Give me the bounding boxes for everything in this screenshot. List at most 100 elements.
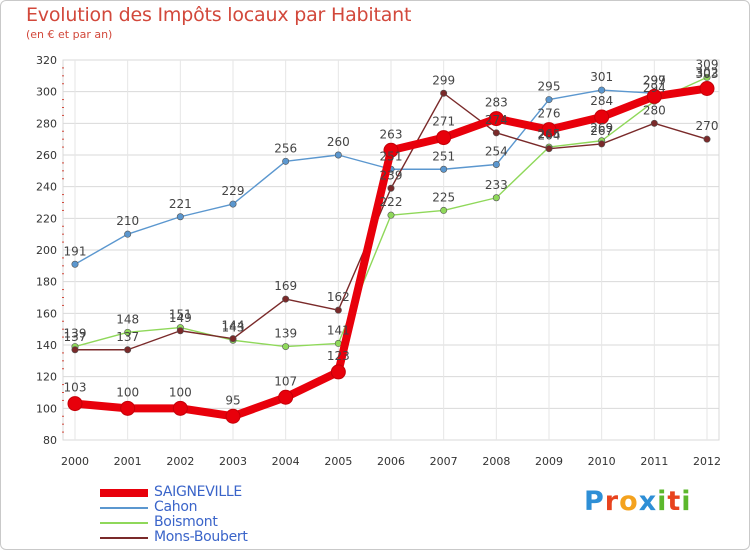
y-tick-label: 160 [36, 307, 57, 320]
data-point [330, 364, 346, 380]
data-label: 239 [380, 168, 403, 182]
data-point [225, 408, 241, 424]
logo-letter: i [681, 486, 692, 517]
data-point [229, 335, 237, 343]
data-label: 274 [485, 113, 508, 127]
data-label: 297 [643, 73, 666, 87]
data-point [703, 135, 711, 143]
data-point [436, 130, 452, 146]
logo-letter: t [667, 486, 682, 517]
data-point [71, 346, 79, 354]
y-tick-label: 220 [36, 212, 57, 225]
y-tick-label: 200 [36, 244, 57, 257]
y-tick-label: 100 [36, 402, 57, 415]
data-point [278, 389, 294, 405]
data-point [334, 306, 342, 314]
data-label: 260 [327, 135, 350, 149]
x-tick-label: 2004 [272, 455, 300, 468]
data-label: 251 [380, 149, 403, 163]
data-point [282, 343, 290, 351]
data-label: 143 [222, 320, 245, 334]
x-tick-label: 2007 [430, 455, 458, 468]
data-point [598, 140, 606, 148]
data-label: 162 [327, 290, 350, 304]
x-tick-label: 2008 [482, 455, 510, 468]
legend-swatch [100, 489, 148, 497]
data-label: 251 [432, 149, 455, 163]
data-point [545, 96, 553, 104]
data-label: 284 [590, 94, 613, 108]
y-tick-label: 280 [36, 117, 57, 130]
x-tick-label: 2006 [377, 455, 405, 468]
data-point [124, 230, 132, 238]
data-label: 137 [64, 330, 87, 344]
legend-swatch [100, 507, 148, 509]
chart-subtitle: (en € et par an) [26, 28, 113, 41]
y-tick-label: 80 [43, 434, 57, 447]
data-point [492, 129, 500, 137]
data-point [120, 400, 136, 416]
data-label: 222 [380, 195, 403, 209]
data-label: 100 [116, 385, 139, 399]
data-point [440, 165, 448, 173]
x-tick-label: 2012 [693, 455, 721, 468]
data-label: 280 [643, 103, 666, 117]
data-point [124, 328, 132, 336]
data-label: 151 [169, 308, 192, 322]
data-label: 267 [590, 124, 613, 138]
data-point [176, 327, 184, 335]
data-label: 265 [538, 127, 561, 141]
data-label: 137 [116, 330, 139, 344]
data-label: 103 [64, 381, 87, 395]
data-point [383, 142, 399, 158]
data-label: 139 [274, 327, 297, 341]
data-label: 100 [169, 385, 192, 399]
data-point [387, 211, 395, 219]
chart-title: Evolution des Impôts locaux par Habitant [26, 4, 412, 26]
legend-label: Cahon [154, 499, 198, 515]
data-point [541, 122, 557, 138]
proxiti-logo: Proxiti [584, 486, 692, 517]
x-tick-label: 2005 [324, 455, 352, 468]
y-tick-label: 140 [36, 339, 57, 352]
data-label: 229 [222, 184, 245, 198]
y-tick-label: 300 [36, 86, 57, 99]
data-point [387, 184, 395, 192]
data-label: 301 [590, 70, 613, 84]
x-tick-label: 2010 [588, 455, 616, 468]
x-tick-label: 2002 [166, 455, 194, 468]
y-tick-label: 180 [36, 276, 57, 289]
data-label: 303 [696, 67, 719, 81]
data-point [703, 73, 711, 81]
data-label: 270 [696, 119, 719, 133]
data-label: 225 [432, 190, 455, 204]
data-label: 256 [274, 141, 297, 155]
legend-label: Mons-Boubert [154, 529, 248, 545]
legend-swatch [100, 522, 148, 524]
logo-letter: x [638, 486, 658, 517]
data-label: 191 [64, 244, 87, 258]
data-label: 295 [538, 80, 561, 94]
data-point [71, 260, 79, 268]
data-label: 276 [538, 107, 561, 121]
logo-letter: P [584, 486, 605, 517]
x-tick-label: 2001 [114, 455, 142, 468]
data-label: 309 [696, 57, 719, 71]
data-label: 299 [432, 73, 455, 87]
data-point [650, 119, 658, 127]
x-tick-label: 2011 [640, 455, 668, 468]
data-label: 299 [643, 73, 666, 87]
logo-letter: i [657, 486, 668, 517]
data-label: 264 [538, 129, 561, 143]
data-point [646, 88, 662, 104]
data-point [176, 213, 184, 221]
legend-label: Boismont [154, 514, 218, 530]
y-tick-label: 320 [36, 54, 57, 67]
data-label: 271 [432, 115, 455, 129]
x-tick-label: 2003 [219, 455, 247, 468]
data-label: 210 [116, 214, 139, 228]
data-label: 141 [327, 323, 350, 337]
y-tick-label: 120 [36, 371, 57, 384]
data-label: 123 [327, 349, 350, 363]
data-point [282, 157, 290, 165]
